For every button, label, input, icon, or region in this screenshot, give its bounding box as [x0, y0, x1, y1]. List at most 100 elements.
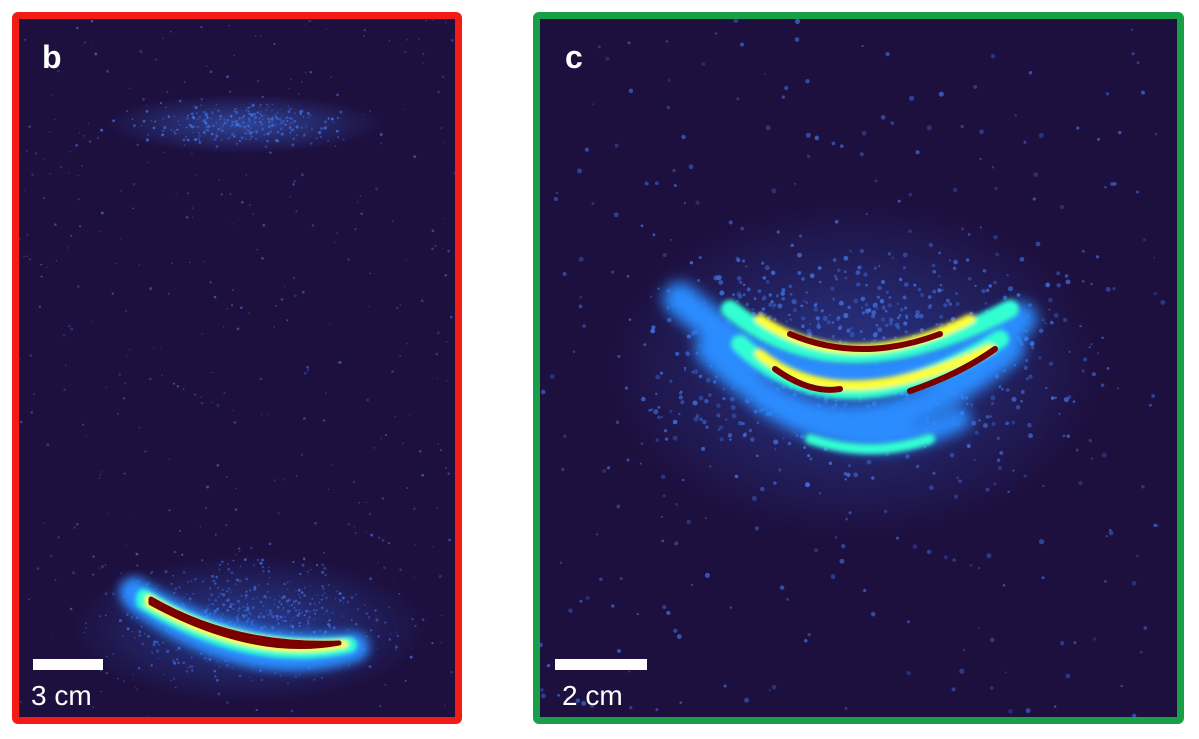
speckle — [1023, 474, 1027, 478]
speckle — [188, 665, 192, 669]
speckle — [628, 318, 632, 321]
speckle — [262, 570, 265, 573]
speckle — [716, 413, 721, 418]
speckle — [267, 570, 271, 573]
speckle — [805, 301, 809, 304]
speckle — [1081, 249, 1085, 253]
speckle — [998, 385, 1002, 389]
speckle — [994, 186, 998, 191]
speckle — [381, 539, 385, 542]
speckle — [263, 133, 265, 136]
speckle — [887, 252, 892, 256]
speckle — [217, 595, 220, 598]
speckle — [970, 402, 974, 406]
speckle — [238, 613, 240, 615]
speckle — [840, 543, 846, 549]
speckle — [447, 249, 451, 253]
speckle — [678, 412, 681, 416]
speckle — [73, 526, 76, 529]
speckle — [161, 133, 165, 137]
speckle — [431, 229, 435, 233]
speckle — [1054, 396, 1057, 399]
speckle — [1019, 256, 1025, 262]
speckle — [271, 116, 274, 119]
speckle — [880, 115, 886, 120]
speckle — [269, 611, 273, 615]
speckle — [290, 78, 293, 81]
speckle — [885, 323, 889, 328]
speckle — [284, 619, 287, 623]
speckle — [92, 706, 95, 708]
speckle — [299, 112, 302, 116]
speckle — [1007, 490, 1010, 493]
speckle — [681, 134, 686, 140]
speckle — [773, 317, 777, 321]
speckle — [198, 134, 201, 138]
speckle — [100, 470, 103, 473]
speckle — [441, 75, 445, 79]
speckle — [209, 587, 212, 590]
speckle — [732, 293, 736, 297]
speckle — [1059, 204, 1065, 210]
speckle — [624, 386, 629, 390]
speckle — [173, 130, 176, 133]
speckle — [628, 88, 634, 94]
speckle — [318, 131, 322, 135]
speckle — [906, 670, 911, 676]
speckle — [681, 478, 685, 482]
speckle — [863, 272, 868, 277]
speckle — [264, 625, 266, 628]
speckle — [1136, 61, 1140, 65]
speckle — [422, 62, 424, 64]
speckle — [253, 112, 257, 116]
speckle — [902, 295, 907, 300]
speckle — [713, 275, 719, 281]
speckle — [286, 588, 288, 590]
speckle — [155, 58, 158, 61]
speckle — [950, 317, 956, 322]
speckle — [152, 347, 155, 350]
speckle — [1101, 452, 1107, 458]
speckle — [98, 567, 100, 569]
speckle — [736, 97, 740, 101]
speckle — [239, 306, 243, 310]
speckle — [1053, 312, 1059, 319]
speckle — [322, 587, 325, 590]
speckle — [727, 433, 733, 438]
speckle — [255, 137, 257, 140]
speckle — [238, 547, 241, 550]
speckle — [965, 258, 970, 262]
speckle — [244, 128, 247, 130]
speckle — [310, 142, 313, 145]
speckle — [891, 256, 895, 259]
speckle — [990, 637, 995, 642]
speckle — [335, 129, 339, 133]
speckle — [247, 129, 250, 133]
speckle — [1068, 350, 1071, 354]
speckle — [202, 580, 205, 583]
speckle — [120, 238, 122, 240]
speckle — [147, 161, 149, 164]
speckle — [877, 327, 883, 333]
speckle — [245, 577, 248, 581]
speckle — [353, 526, 356, 528]
speckle — [328, 584, 330, 586]
speckle — [803, 299, 806, 302]
speckle — [422, 52, 425, 56]
speckle — [794, 37, 800, 42]
speckle — [782, 437, 785, 440]
speckle — [205, 128, 208, 130]
speckle — [781, 296, 786, 301]
speckle — [126, 355, 128, 357]
speckle — [163, 673, 165, 676]
speckle — [878, 264, 881, 268]
speckle — [162, 130, 165, 133]
speckle — [179, 529, 182, 532]
speckle — [278, 595, 281, 597]
speckle — [249, 589, 252, 592]
speckle — [245, 109, 247, 112]
speckle — [974, 430, 979, 435]
speckle — [309, 602, 312, 606]
speckle — [250, 127, 252, 129]
speckle — [1062, 434, 1066, 438]
